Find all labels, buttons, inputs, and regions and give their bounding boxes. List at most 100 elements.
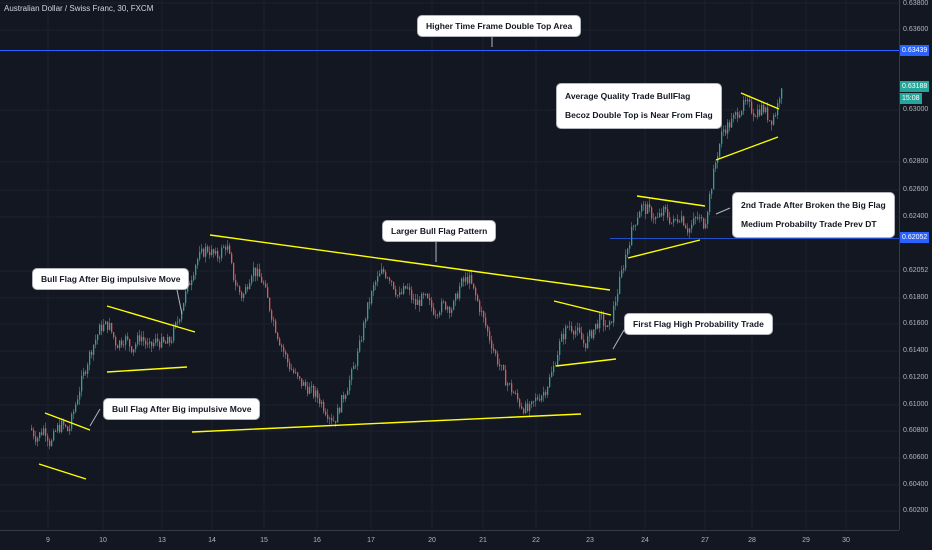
trend-line bbox=[209, 234, 611, 291]
candle-body bbox=[679, 221, 681, 223]
price-label: 0.61600 bbox=[903, 320, 929, 327]
candle-body bbox=[135, 344, 137, 350]
candle-body bbox=[229, 245, 231, 254]
candle-body bbox=[225, 246, 227, 250]
candle-body bbox=[569, 326, 571, 328]
candle-body bbox=[671, 222, 673, 224]
candle-body bbox=[367, 302, 369, 320]
candle-body bbox=[641, 204, 643, 212]
candle-body bbox=[729, 122, 731, 128]
candle-body bbox=[123, 344, 125, 346]
candle-body bbox=[63, 420, 65, 425]
candle-body bbox=[381, 269, 383, 274]
support-price-tag: 0.62052 bbox=[900, 232, 930, 243]
candle-body bbox=[479, 300, 481, 312]
candle-body bbox=[445, 301, 447, 310]
candle-body bbox=[601, 313, 603, 315]
candle-body bbox=[697, 217, 699, 219]
candle-body bbox=[721, 131, 723, 144]
candle-body bbox=[139, 335, 141, 342]
candle-body bbox=[263, 282, 265, 284]
candle-body bbox=[265, 283, 267, 288]
callout-second-trade[interactable]: 2nd Trade After Broken the Big Flag Medi… bbox=[732, 192, 895, 238]
candle-body bbox=[419, 299, 421, 306]
candle-body bbox=[269, 297, 271, 311]
candle-body bbox=[289, 362, 291, 370]
candle-body bbox=[591, 330, 593, 339]
candle-body bbox=[131, 346, 133, 353]
candle-body bbox=[553, 365, 555, 373]
callout-pointer bbox=[176, 289, 183, 315]
callout-first-flag[interactable]: First Flag High Probability Trade bbox=[624, 313, 773, 335]
candle-body bbox=[585, 343, 587, 349]
candle-body bbox=[247, 286, 249, 289]
candle-body bbox=[495, 350, 497, 354]
candle-body bbox=[653, 218, 655, 220]
candle-body bbox=[737, 112, 739, 118]
candle-body bbox=[133, 349, 135, 353]
candle-body bbox=[669, 217, 671, 224]
candle-body bbox=[279, 338, 281, 346]
candle-body bbox=[175, 322, 177, 328]
candle-body bbox=[211, 249, 213, 256]
time-label: 15 bbox=[260, 537, 268, 544]
candle-body bbox=[301, 378, 303, 386]
candle-body bbox=[735, 112, 737, 115]
candle-body bbox=[509, 383, 511, 385]
candle-body bbox=[253, 267, 255, 277]
candle-body bbox=[89, 351, 91, 365]
callout-bull-flag-lower[interactable]: Bull Flag After Big impulsive Move bbox=[103, 398, 261, 420]
candle-body bbox=[73, 411, 75, 415]
candle-body bbox=[397, 295, 399, 296]
trend-line bbox=[553, 300, 612, 316]
candle-body bbox=[555, 365, 557, 367]
candle-body bbox=[655, 217, 657, 220]
candle-body bbox=[213, 249, 215, 254]
trend-lines bbox=[38, 92, 780, 480]
candle-body bbox=[583, 339, 585, 344]
price-label: 0.60200 bbox=[903, 507, 929, 514]
candle-body bbox=[741, 111, 743, 115]
candle-body bbox=[185, 291, 187, 304]
candle-body bbox=[433, 307, 435, 315]
candle-body bbox=[461, 278, 463, 287]
callout-line: Medium Probabilty Trade Prev DT bbox=[741, 219, 877, 229]
trend-line bbox=[38, 463, 87, 480]
candle-body bbox=[455, 293, 457, 301]
candle-body bbox=[709, 194, 711, 212]
trend-line bbox=[715, 136, 779, 161]
candle-body bbox=[573, 331, 575, 335]
price-axis[interactable]: 0.63800 0.63600 0.63000 0.62800 0.62600 … bbox=[899, 0, 932, 550]
price-label: 0.62800 bbox=[903, 158, 929, 165]
candle-body bbox=[567, 326, 569, 328]
candle-body bbox=[507, 383, 509, 386]
candle-body bbox=[615, 301, 617, 306]
candle-body bbox=[781, 88, 783, 99]
candle-body bbox=[155, 338, 157, 343]
candle-body bbox=[195, 265, 197, 276]
candle-body bbox=[311, 385, 313, 388]
candle-body bbox=[339, 407, 341, 413]
candle-body bbox=[563, 333, 565, 340]
price-label: 0.61200 bbox=[903, 374, 929, 381]
time-label: 21 bbox=[479, 537, 487, 544]
candle-body bbox=[535, 397, 537, 402]
callout-larger-flag[interactable]: Larger Bull Flag Pattern bbox=[382, 220, 497, 242]
candle-body bbox=[493, 348, 495, 351]
callout-average-trade[interactable]: Average Quality Trade BullFlag Becoz Dou… bbox=[556, 83, 722, 129]
candle-body bbox=[749, 99, 751, 102]
candle-body bbox=[609, 321, 611, 326]
candle-body bbox=[469, 275, 471, 284]
candle-body bbox=[557, 355, 559, 366]
candle-body bbox=[355, 365, 357, 367]
candle-body bbox=[731, 118, 733, 128]
candle-body bbox=[317, 390, 319, 399]
callout-bull-flag-upper[interactable]: Bull Flag After Big impulsive Move bbox=[32, 268, 190, 290]
candle-body bbox=[545, 392, 547, 395]
candle-body bbox=[549, 377, 551, 387]
callout-double-top[interactable]: Higher Time Frame Double Top Area bbox=[417, 15, 582, 37]
callout-pointers bbox=[89, 34, 731, 427]
candle-body bbox=[257, 268, 259, 277]
candle-body bbox=[291, 369, 293, 371]
candle-body bbox=[35, 436, 37, 442]
